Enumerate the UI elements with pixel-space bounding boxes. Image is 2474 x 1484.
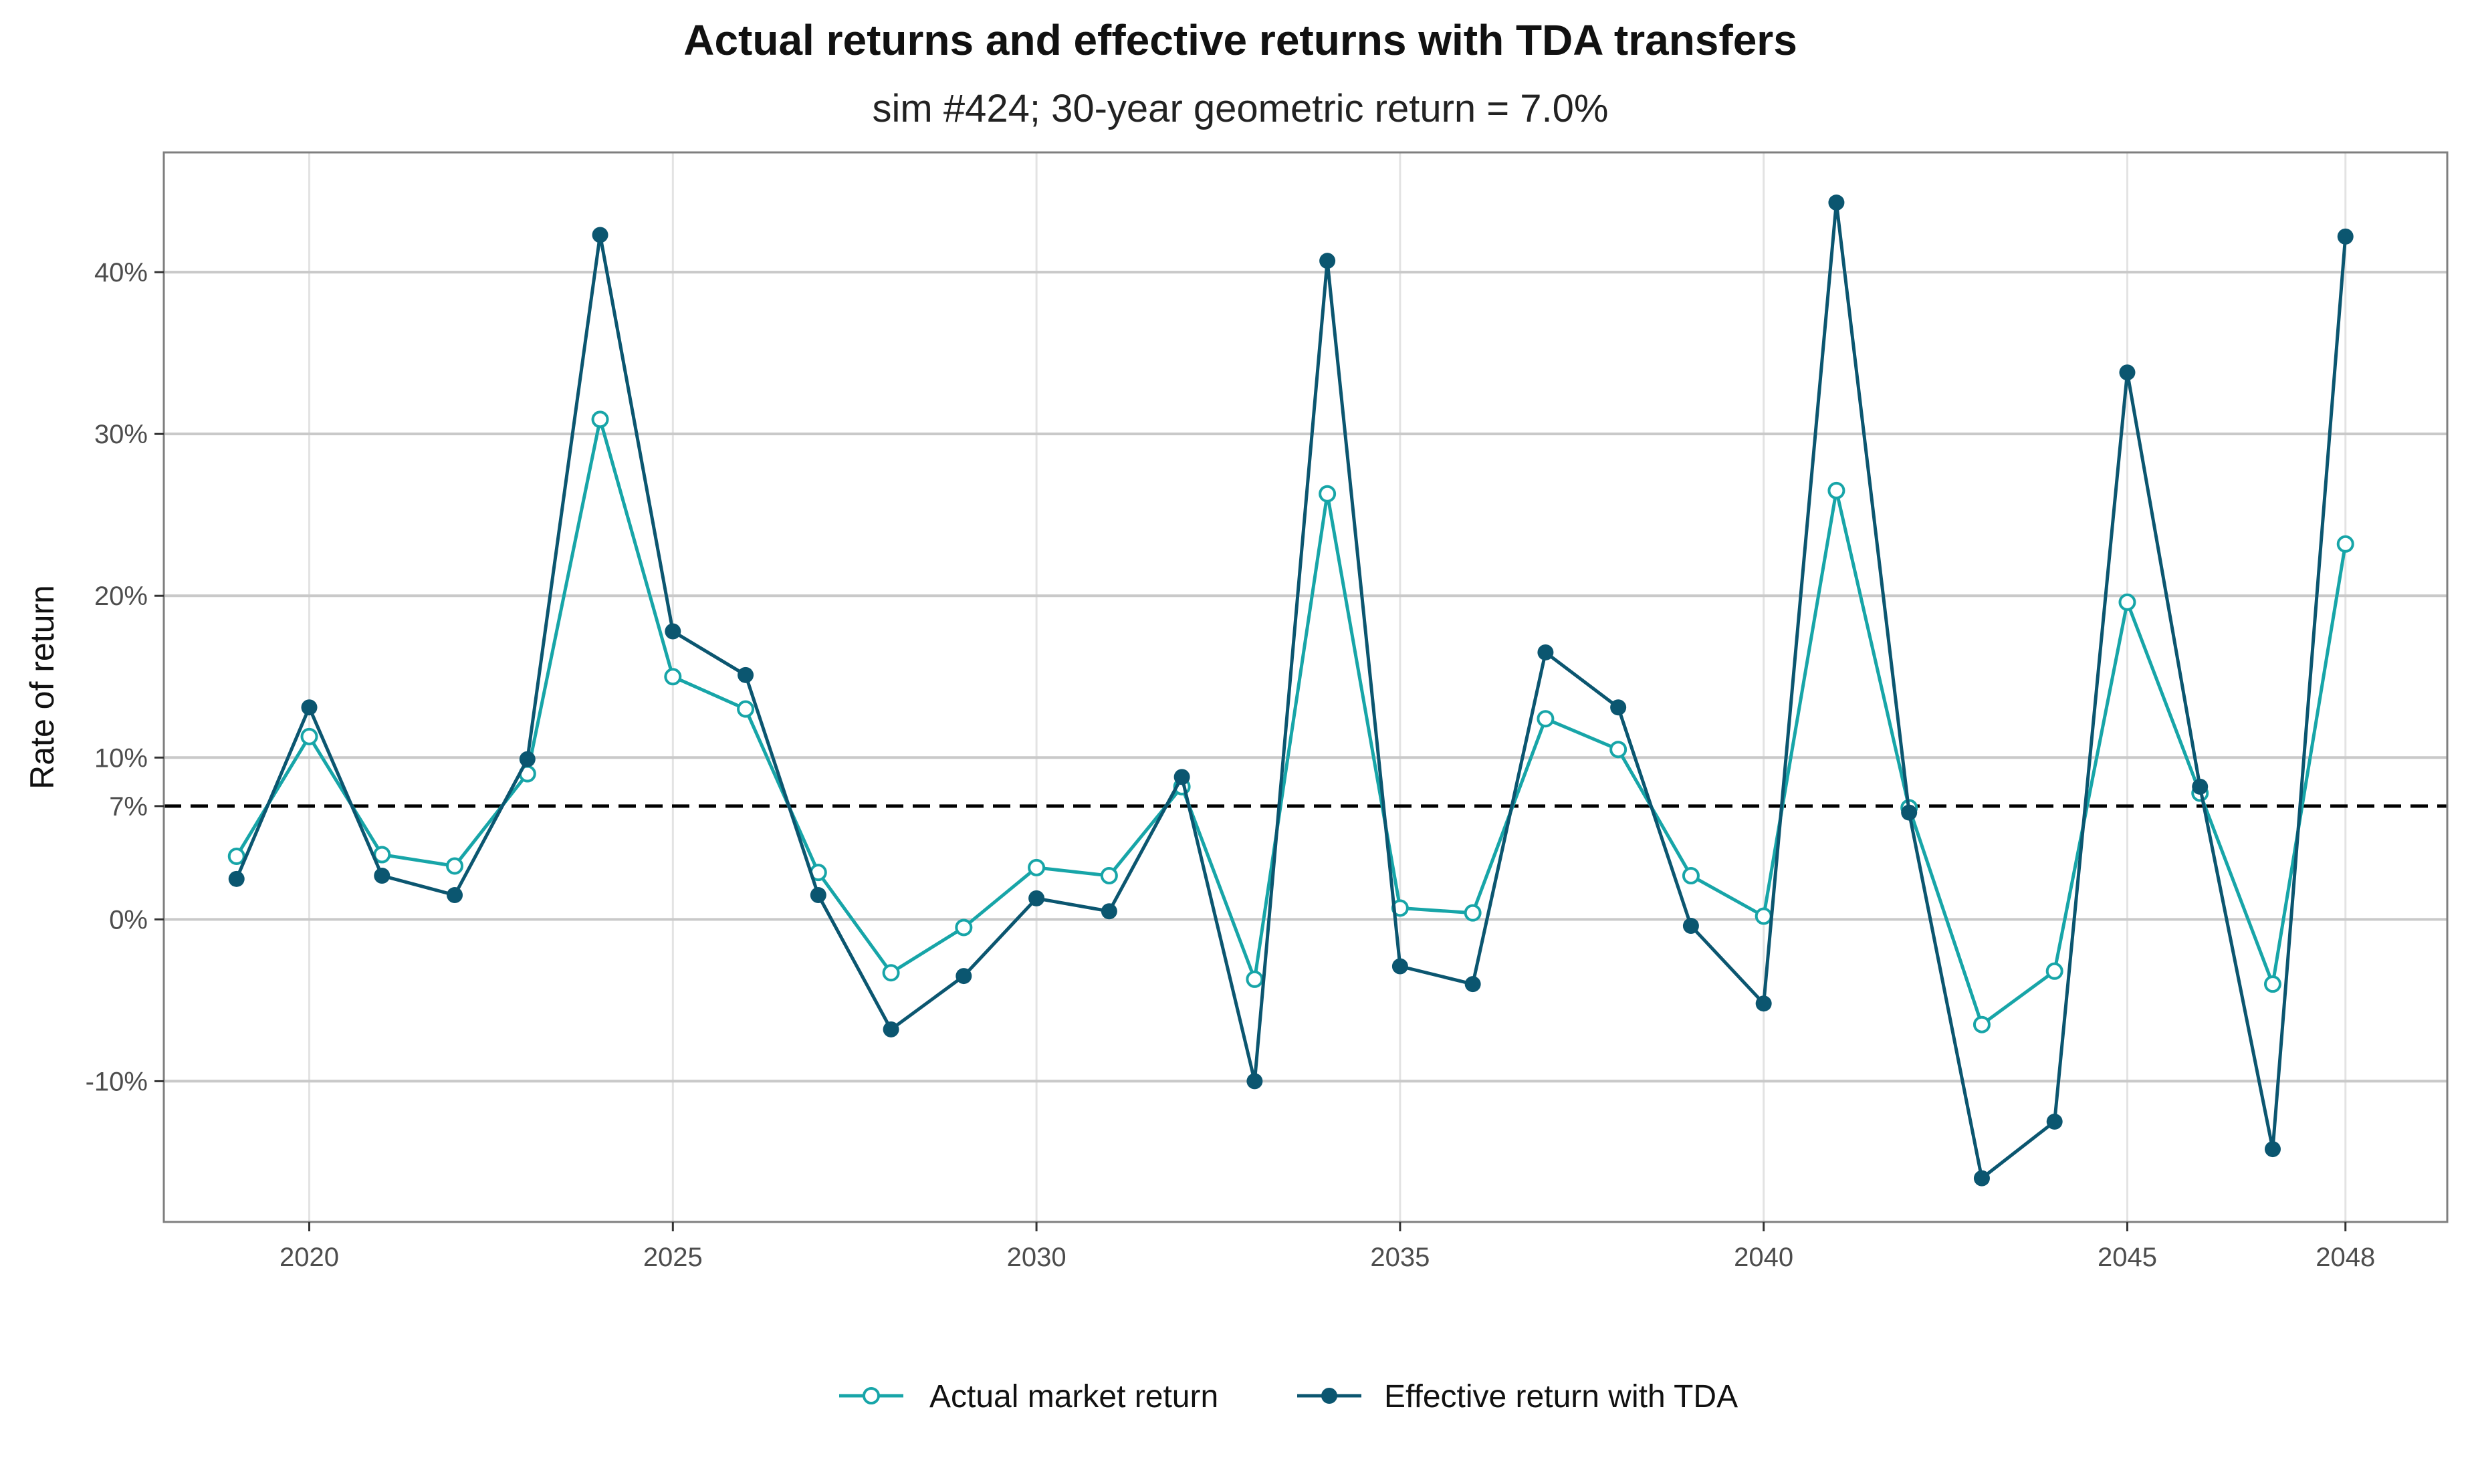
x-tick-label: 2048 [2316, 1243, 2375, 1272]
data-point [300, 727, 318, 745]
legend: Actual market return Effective return wit… [839, 1379, 1738, 1414]
data-point [1464, 904, 1482, 922]
data-point [1100, 866, 1118, 884]
data-point [519, 751, 536, 767]
y-tick-label: 7% [109, 792, 148, 822]
legend-label: Actual market return [929, 1379, 1218, 1414]
data-point [2192, 778, 2209, 795]
data-point [591, 410, 609, 428]
data-point [1610, 699, 1627, 716]
data-point [1973, 1170, 1990, 1187]
x-tick-label: 2035 [1370, 1243, 1430, 1272]
data-point [2336, 535, 2354, 553]
legend-label: Effective return with TDA [1384, 1379, 1738, 1414]
y-axis: -10% 0% 7% 10% 20% 30% 40% [86, 258, 164, 1096]
data-point [1755, 907, 1773, 925]
plot-border [162, 151, 2449, 1223]
chart-subtitle: sim #424; 30-year geometric return = 7.0… [873, 87, 1609, 130]
data-point [2263, 975, 2281, 993]
series-layer [227, 195, 2354, 1187]
data-point [301, 699, 318, 716]
y-tick-label: 0% [109, 905, 148, 935]
series-actual-market-return [227, 410, 2354, 1033]
data-point [1609, 741, 1627, 759]
data-point [1173, 769, 1190, 785]
data-point [447, 887, 463, 904]
data-point [2118, 593, 2136, 611]
data-point [1828, 195, 1845, 211]
data-point [737, 700, 755, 718]
data-point [1901, 804, 1918, 821]
y-axis-title: Rate of return [23, 585, 61, 789]
series-line [235, 417, 2348, 1027]
y-tick-label: -10% [86, 1067, 148, 1096]
data-point [883, 1021, 899, 1037]
legend-item: Effective return with TDA [1297, 1379, 1738, 1414]
data-point [1537, 710, 1555, 728]
data-point [592, 227, 608, 243]
y-tick-label: 20% [94, 582, 148, 611]
legend-key-marker [1321, 1388, 1337, 1404]
data-point [1246, 1073, 1263, 1090]
data-point [882, 964, 900, 982]
data-point [810, 887, 826, 904]
x-tick-label: 2020 [279, 1243, 339, 1272]
data-point [1391, 958, 1408, 975]
plot-panel [164, 152, 2447, 1222]
y-gridlines [164, 271, 2447, 1083]
y-tick-label: 30% [94, 420, 148, 449]
plot-area [162, 151, 2449, 1223]
data-point [1682, 918, 1699, 935]
data-point [1682, 866, 1700, 884]
data-point [2046, 1113, 2063, 1130]
legend-key-marker [863, 1387, 880, 1404]
data-point [2264, 1141, 2281, 1158]
data-point [1464, 976, 1481, 993]
data-point [228, 870, 245, 887]
data-point [1319, 253, 1336, 269]
data-point [374, 867, 390, 884]
data-point [446, 857, 464, 875]
x-tick-label: 2040 [1734, 1243, 1793, 1272]
data-point [1537, 644, 1554, 660]
y-tick-label: 40% [94, 258, 148, 287]
legend-item: Actual market return [839, 1379, 1218, 1414]
data-point [227, 847, 245, 865]
series-line [235, 201, 2348, 1181]
data-point [1827, 481, 1845, 499]
data-point [1028, 890, 1045, 906]
data-point [1246, 970, 1264, 988]
data-point [2045, 962, 2063, 980]
x-tick-label: 2025 [643, 1243, 703, 1272]
data-point [955, 918, 973, 937]
data-point [1028, 858, 1046, 876]
data-point [1101, 903, 1117, 920]
data-point [738, 666, 754, 683]
y-tick-label: 10% [94, 743, 148, 773]
series-effective-return-with-tda [228, 195, 2354, 1187]
x-gridlines [308, 152, 2347, 1222]
chart-title: Actual returns and effective returns wit… [683, 16, 1797, 64]
data-point [664, 668, 682, 686]
data-point [2337, 228, 2354, 245]
x-tick-label: 2045 [2098, 1243, 2157, 1272]
data-point [2119, 364, 2136, 381]
data-point [1755, 995, 1772, 1012]
data-point [955, 968, 972, 985]
data-point [665, 623, 681, 640]
data-point [1973, 1015, 1991, 1033]
data-point [1319, 485, 1337, 503]
x-axis: 2020 2025 2030 2035 2040 2045 2048 [279, 1222, 2375, 1272]
x-tick-label: 2030 [1007, 1243, 1066, 1272]
